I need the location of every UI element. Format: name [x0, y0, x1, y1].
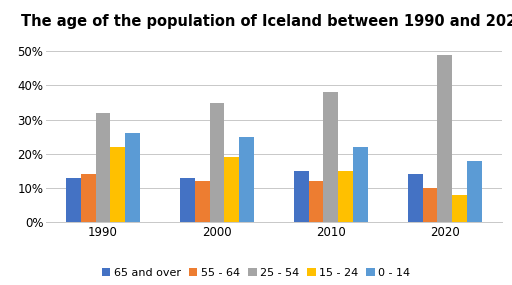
- Bar: [111, 147, 125, 222]
- Bar: [309, 181, 324, 222]
- Bar: [338, 171, 353, 222]
- Bar: [209, 103, 224, 222]
- Bar: [452, 195, 467, 222]
- Bar: [408, 174, 422, 222]
- Bar: [324, 92, 338, 222]
- Bar: [437, 55, 452, 222]
- Bar: [224, 157, 239, 222]
- Bar: [180, 178, 195, 222]
- Bar: [195, 181, 209, 222]
- Legend: 65 and over, 55 - 64, 25 - 54, 15 - 24, 0 - 14: 65 and over, 55 - 64, 25 - 54, 15 - 24, …: [97, 263, 415, 282]
- Bar: [66, 178, 81, 222]
- Bar: [353, 147, 368, 222]
- Bar: [96, 113, 111, 222]
- Bar: [239, 137, 254, 222]
- Bar: [467, 161, 482, 222]
- Bar: [81, 174, 96, 222]
- Bar: [125, 133, 140, 222]
- Bar: [422, 188, 437, 222]
- Title: The age of the population of Iceland between 1990 and 2020: The age of the population of Iceland bet…: [21, 14, 512, 29]
- Bar: [294, 171, 309, 222]
